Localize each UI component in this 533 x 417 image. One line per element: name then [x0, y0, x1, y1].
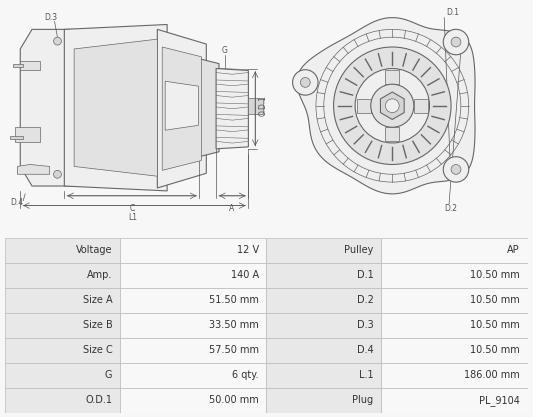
- FancyBboxPatch shape: [120, 313, 266, 338]
- Polygon shape: [414, 99, 427, 113]
- Polygon shape: [11, 136, 23, 139]
- FancyBboxPatch shape: [120, 288, 266, 313]
- Text: D.1: D.1: [446, 8, 459, 17]
- FancyBboxPatch shape: [382, 313, 528, 338]
- Polygon shape: [381, 92, 404, 119]
- FancyBboxPatch shape: [382, 338, 528, 363]
- FancyBboxPatch shape: [382, 288, 528, 313]
- Polygon shape: [385, 127, 399, 141]
- Circle shape: [371, 84, 414, 127]
- Text: D.4: D.4: [11, 198, 23, 207]
- Text: C: C: [130, 203, 134, 213]
- Text: Size B: Size B: [83, 320, 112, 330]
- Circle shape: [301, 78, 310, 87]
- Circle shape: [293, 70, 318, 95]
- FancyBboxPatch shape: [5, 288, 120, 313]
- Text: 12 V: 12 V: [237, 245, 259, 255]
- FancyBboxPatch shape: [120, 263, 266, 288]
- Circle shape: [334, 47, 451, 164]
- FancyBboxPatch shape: [5, 388, 120, 413]
- Text: 10.50 mm: 10.50 mm: [470, 320, 520, 330]
- Text: D.3: D.3: [357, 320, 374, 330]
- FancyBboxPatch shape: [382, 388, 528, 413]
- Text: Voltage: Voltage: [76, 245, 112, 255]
- Polygon shape: [74, 39, 157, 176]
- Text: 186.00 mm: 186.00 mm: [464, 370, 520, 380]
- Polygon shape: [199, 59, 219, 157]
- Polygon shape: [20, 29, 74, 186]
- FancyBboxPatch shape: [382, 263, 528, 288]
- FancyBboxPatch shape: [120, 238, 266, 263]
- Text: 57.50 mm: 57.50 mm: [208, 345, 259, 355]
- Polygon shape: [297, 18, 475, 194]
- Text: 10.50 mm: 10.50 mm: [470, 345, 520, 355]
- FancyBboxPatch shape: [120, 338, 266, 363]
- Text: G: G: [222, 46, 228, 55]
- Circle shape: [53, 37, 61, 45]
- Text: D.2: D.2: [445, 204, 457, 213]
- Text: D.1: D.1: [357, 270, 374, 280]
- FancyBboxPatch shape: [266, 288, 382, 313]
- FancyBboxPatch shape: [382, 363, 528, 388]
- Circle shape: [385, 99, 399, 113]
- Text: Amp.: Amp.: [87, 270, 112, 280]
- FancyBboxPatch shape: [120, 363, 266, 388]
- Polygon shape: [64, 25, 167, 191]
- FancyBboxPatch shape: [5, 363, 120, 388]
- Text: 10.50 mm: 10.50 mm: [470, 270, 520, 280]
- Text: Size C: Size C: [83, 345, 112, 355]
- Text: Size A: Size A: [83, 295, 112, 305]
- FancyBboxPatch shape: [266, 263, 382, 288]
- Circle shape: [443, 29, 469, 55]
- Text: D.3: D.3: [45, 13, 58, 22]
- Text: D.4: D.4: [357, 345, 374, 355]
- FancyBboxPatch shape: [266, 388, 382, 413]
- Text: Pulley: Pulley: [344, 245, 374, 255]
- Text: L.1: L.1: [359, 370, 374, 380]
- Text: PL_9104: PL_9104: [479, 395, 520, 406]
- Circle shape: [451, 165, 461, 174]
- Polygon shape: [165, 81, 198, 130]
- Polygon shape: [162, 47, 201, 171]
- Polygon shape: [385, 70, 399, 84]
- Polygon shape: [20, 61, 40, 70]
- FancyBboxPatch shape: [266, 238, 382, 263]
- Text: O.D.1: O.D.1: [85, 395, 112, 405]
- FancyBboxPatch shape: [266, 338, 382, 363]
- FancyBboxPatch shape: [382, 238, 528, 263]
- FancyBboxPatch shape: [5, 263, 120, 288]
- Text: 51.50 mm: 51.50 mm: [209, 295, 259, 305]
- Text: A: A: [229, 203, 235, 213]
- Polygon shape: [15, 127, 40, 142]
- Polygon shape: [157, 29, 206, 188]
- Circle shape: [443, 157, 469, 182]
- Polygon shape: [357, 99, 371, 113]
- FancyBboxPatch shape: [120, 388, 266, 413]
- FancyBboxPatch shape: [5, 338, 120, 363]
- Text: AP: AP: [507, 245, 520, 255]
- Text: L1: L1: [128, 214, 138, 222]
- Text: D.2: D.2: [357, 295, 374, 305]
- Text: 33.50 mm: 33.50 mm: [209, 320, 259, 330]
- FancyBboxPatch shape: [5, 313, 120, 338]
- Text: 50.00 mm: 50.00 mm: [209, 395, 259, 405]
- Circle shape: [451, 37, 461, 47]
- FancyBboxPatch shape: [5, 238, 120, 263]
- Text: 140 A: 140 A: [231, 270, 259, 280]
- FancyBboxPatch shape: [266, 313, 382, 338]
- Text: Plug: Plug: [352, 395, 374, 405]
- Text: 6 qty.: 6 qty.: [232, 370, 259, 380]
- Polygon shape: [248, 98, 263, 113]
- Text: G: G: [105, 370, 112, 380]
- FancyBboxPatch shape: [266, 363, 382, 388]
- Text: O.D.1: O.D.1: [258, 95, 267, 116]
- Circle shape: [53, 171, 61, 178]
- Polygon shape: [216, 68, 248, 149]
- Circle shape: [355, 68, 430, 143]
- Polygon shape: [13, 64, 23, 67]
- Polygon shape: [18, 164, 50, 174]
- Text: 10.50 mm: 10.50 mm: [470, 295, 520, 305]
